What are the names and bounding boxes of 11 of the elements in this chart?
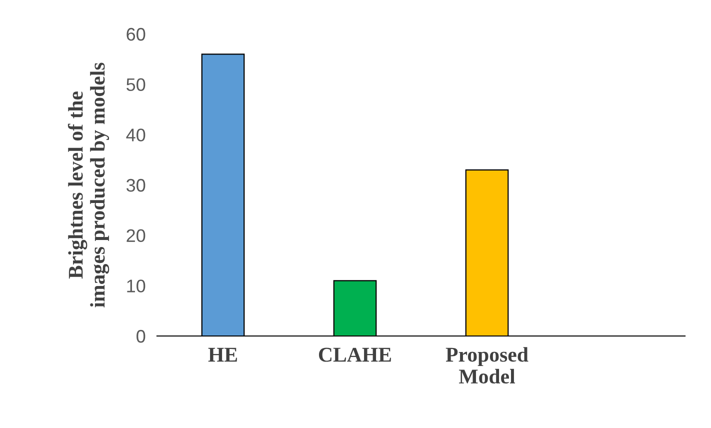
- y-tick-label: 50: [126, 78, 146, 92]
- x-tick-label: CLAHE: [318, 348, 391, 362]
- x-tick-label: HE: [208, 348, 237, 362]
- y-tick-label: 60: [126, 28, 146, 41]
- y-tick-label: 40: [126, 128, 146, 142]
- y-tick-label: 20: [126, 229, 146, 242]
- y-tick-label: 0: [136, 330, 146, 343]
- y-axis-title: Brightnes level of the images produced by models: [68, 62, 110, 308]
- y-tick-label: 30: [126, 178, 146, 192]
- y-tick-label: 10: [127, 280, 146, 292]
- x-tick-label: Proposed Model: [446, 347, 528, 384]
